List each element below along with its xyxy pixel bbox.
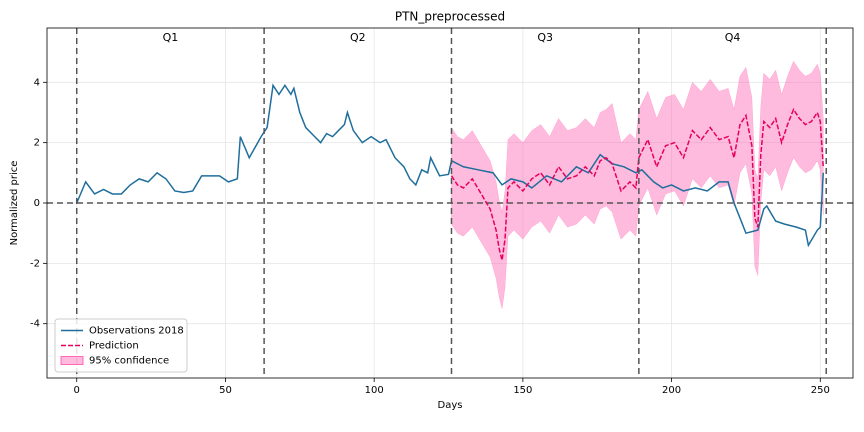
x-tick-label: 50	[219, 385, 232, 396]
x-tick-label: 150	[513, 385, 532, 396]
quarter-label: Q1	[163, 31, 179, 44]
series-line	[450, 107, 825, 261]
x-tick-label: 250	[811, 385, 830, 396]
quarter-label: Q4	[725, 31, 741, 44]
series-line	[76, 83, 825, 248]
plot-area	[47, 28, 853, 378]
legend-label: Prediction	[89, 341, 139, 352]
chart-title: PTN_preprocessed	[395, 10, 505, 24]
legend-label: 95% confidence	[89, 356, 169, 367]
y-axis-label: Normalized price	[9, 161, 20, 246]
x-tick-label: 100	[365, 385, 384, 396]
confidence-band	[451, 60, 824, 309]
quarter-label: Q3	[537, 31, 553, 44]
y-tick-label: -2	[30, 258, 40, 269]
x-tick-label: 0	[74, 385, 80, 396]
y-tick-label: 0	[34, 198, 40, 209]
y-tick-label: 4	[34, 77, 40, 88]
y-tick-label: 2	[34, 138, 40, 149]
legend-label: Observations 2018	[89, 326, 184, 337]
x-tick-label: 200	[662, 385, 681, 396]
y-tick-label: -4	[30, 319, 40, 330]
x-axis-label: Days	[438, 400, 463, 411]
legend-box	[54, 318, 188, 373]
quarter-label: Q2	[350, 31, 366, 44]
legend: Observations 2018 Prediction 95% confidenc…	[54, 318, 188, 373]
legend-swatch	[60, 356, 84, 365]
